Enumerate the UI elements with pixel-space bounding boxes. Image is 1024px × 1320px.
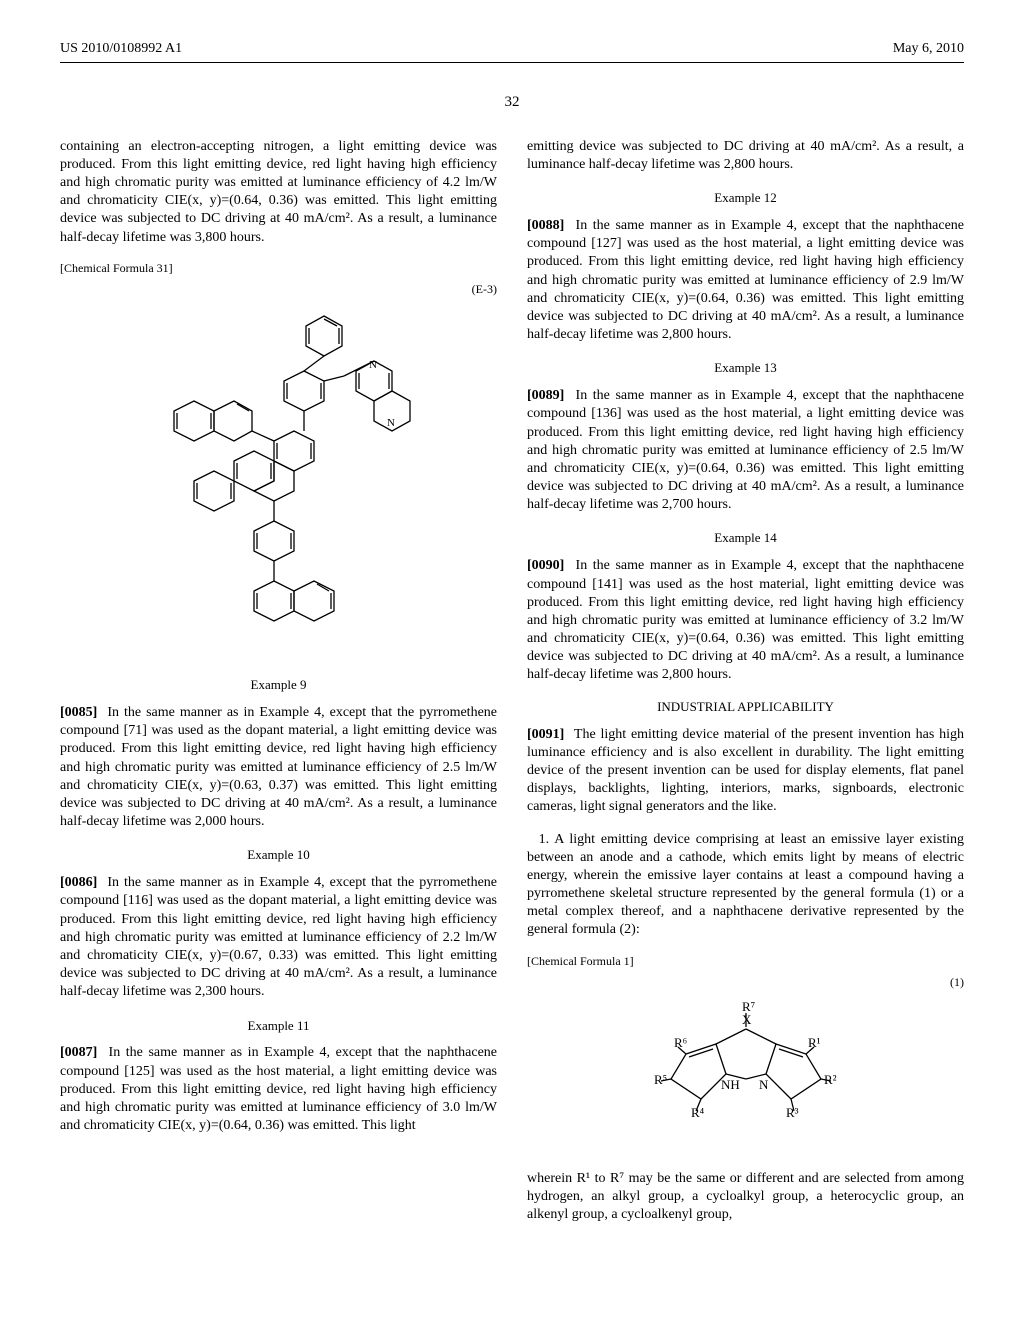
svg-text:R³: R³ — [786, 1105, 799, 1120]
paragraph: [0086] In the same manner as in Example … — [60, 874, 497, 1001]
svg-text:NH: NH — [721, 1077, 740, 1092]
header-rule — [60, 62, 964, 63]
para-number: [0087] — [60, 1045, 97, 1060]
left-column: containing an electron-accepting nitroge… — [60, 138, 497, 1239]
paragraph: wherein R¹ to R⁷ may be the same or diff… — [527, 1170, 964, 1225]
para-text: In the same manner as in Example 4, exce… — [527, 388, 964, 512]
para-number: [0088] — [527, 218, 564, 233]
svg-text:X: X — [742, 1012, 752, 1027]
page-number: 32 — [60, 93, 964, 113]
chemical-structure-f1: X R⁷ R⁶ R¹ R⁵ R² R⁴ R³ NH N — [527, 999, 964, 1150]
paragraph: [0085] In the same manner as in Example … — [60, 704, 497, 831]
chem-formula-number: (E-3) — [60, 282, 497, 298]
para-text: The light emitting device material of th… — [527, 727, 964, 815]
paragraph: [0087] In the same manner as in Example … — [60, 1044, 497, 1135]
chem-formula-label: [Chemical Formula 1] — [527, 954, 964, 970]
example-title: Example 13 — [527, 360, 964, 377]
example-title: Example 10 — [60, 847, 497, 864]
paragraph: [0088] In the same manner as in Example … — [527, 217, 964, 344]
claim-body: 1. A light emitting device comprising at… — [527, 832, 964, 938]
paragraph: [0091] The light emitting device materia… — [527, 726, 964, 817]
para-number: [0089] — [527, 388, 564, 403]
paragraph: [0090] In the same manner as in Example … — [527, 557, 964, 684]
example-title: Example 9 — [60, 677, 497, 694]
paragraph: [0089] In the same manner as in Example … — [527, 387, 964, 514]
chem-formula-number: (1) — [527, 975, 964, 991]
para-text: In the same manner as in Example 4, exce… — [527, 558, 964, 682]
para-number: [0090] — [527, 558, 564, 573]
para-text: In the same manner as in Example 4, exce… — [527, 218, 964, 342]
para-text: In the same manner as in Example 4, exce… — [60, 1045, 497, 1133]
svg-text:R⁶: R⁶ — [674, 1035, 687, 1050]
para-text: In the same manner as in Example 4, exce… — [60, 705, 497, 829]
svg-text:R¹: R¹ — [808, 1035, 821, 1050]
right-column: emitting device was subjected to DC driv… — [527, 138, 964, 1239]
para-number: [0091] — [527, 727, 564, 742]
paragraph: containing an electron-accepting nitroge… — [60, 138, 497, 247]
svg-text:R⁷: R⁷ — [742, 999, 755, 1014]
paragraph: emitting device was subjected to DC driv… — [527, 138, 964, 174]
svg-text:N: N — [387, 417, 395, 429]
chem-formula-label: [Chemical Formula 31] — [60, 261, 497, 277]
claim-text: 1. A light emitting device comprising at… — [527, 831, 964, 940]
example-title: Example 12 — [527, 190, 964, 207]
para-number: [0086] — [60, 875, 97, 890]
chemical-structure-e3: N N — [60, 306, 497, 657]
example-title: Example 14 — [527, 530, 964, 547]
example-title: Example 11 — [60, 1018, 497, 1035]
svg-text:N: N — [759, 1077, 769, 1092]
para-text: In the same manner as in Example 4, exce… — [60, 875, 497, 999]
section-title: INDUSTRIAL APPLICABILITY — [527, 699, 964, 716]
para-number: [0085] — [60, 705, 97, 720]
publication-date: May 6, 2010 — [893, 40, 964, 58]
publication-number: US 2010/0108992 A1 — [60, 40, 182, 58]
